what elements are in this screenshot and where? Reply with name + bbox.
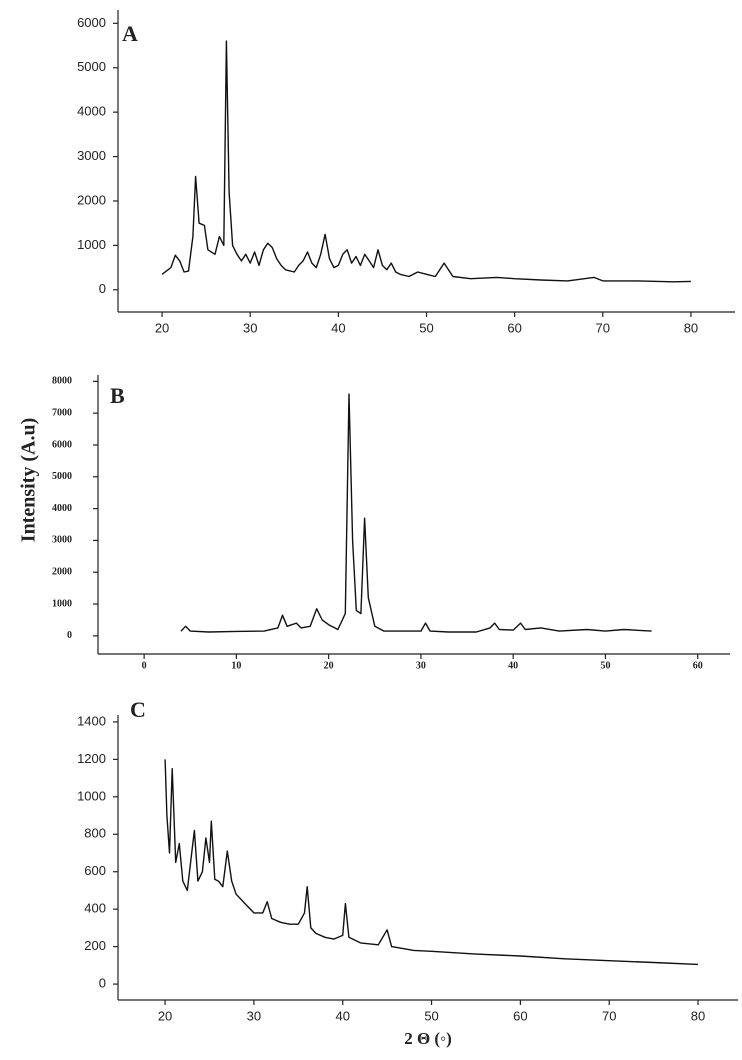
data-line xyxy=(164,759,699,966)
y-tick-label: 1400 xyxy=(77,713,106,728)
data-line xyxy=(180,393,652,633)
y-tick-label: 4000 xyxy=(52,503,72,514)
y-tick-label: 0 xyxy=(99,281,106,296)
y-tick-label: 6000 xyxy=(77,15,106,30)
y-tick-label: 1000 xyxy=(77,237,106,252)
y-tick-label: 5000 xyxy=(77,59,106,74)
y-tick-label: 400 xyxy=(84,901,106,916)
x-tick-label: 80 xyxy=(691,1008,705,1023)
x-axis-label: 2 Θ (◦) xyxy=(404,1029,452,1048)
y-tick-label: 800 xyxy=(84,826,106,841)
y-tick-label: 1000 xyxy=(52,598,72,609)
x-tick-label: 0 xyxy=(142,660,147,671)
x-tick-label: 30 xyxy=(243,320,257,335)
y-tick-label: 3000 xyxy=(52,535,72,546)
y-tick-label: 6000 xyxy=(52,439,72,450)
panel-label: C xyxy=(130,697,146,722)
x-tick-label: 30 xyxy=(416,660,426,671)
x-tick-label: 50 xyxy=(419,320,433,335)
x-tick-label: 30 xyxy=(247,1008,261,1023)
x-tick-label: 40 xyxy=(331,320,345,335)
x-tick-label: 70 xyxy=(602,1008,616,1023)
x-tick-label: 50 xyxy=(600,660,610,671)
y-tick-label: 0 xyxy=(99,976,106,991)
x-tick-label: 40 xyxy=(508,660,518,671)
x-tick-label: 10 xyxy=(231,660,241,671)
x-tick-label: 70 xyxy=(596,320,610,335)
x-tick-label: 20 xyxy=(324,660,334,671)
x-tick-label: 40 xyxy=(335,1008,349,1023)
x-tick-label: 50 xyxy=(424,1008,438,1023)
y-tick-label: 200 xyxy=(84,938,106,953)
y-axis-label: Intensity (A.u) xyxy=(18,418,40,542)
y-tick-label: 2000 xyxy=(77,192,106,207)
y-tick-label: 1200 xyxy=(77,751,106,766)
y-tick-label: 0 xyxy=(67,630,72,641)
data-line xyxy=(161,40,691,283)
y-tick-label: 5000 xyxy=(52,471,72,482)
y-tick-label: 1000 xyxy=(77,788,106,803)
panel-label: A xyxy=(122,21,138,46)
panel-label: B xyxy=(110,383,125,408)
y-tick-label: 8000 xyxy=(52,376,72,387)
y-tick-label: 7000 xyxy=(52,407,72,418)
x-tick-label: 60 xyxy=(513,1008,527,1023)
y-tick-label: 4000 xyxy=(77,104,106,119)
y-tick-label: 2000 xyxy=(52,567,72,578)
x-tick-label: 60 xyxy=(693,660,703,671)
y-tick-label: 3000 xyxy=(77,148,106,163)
x-tick-label: 20 xyxy=(158,1008,172,1023)
x-tick-label: 60 xyxy=(507,320,521,335)
x-tick-label: 80 xyxy=(684,320,698,335)
x-tick-label: 20 xyxy=(155,320,169,335)
y-tick-label: 600 xyxy=(84,863,106,878)
